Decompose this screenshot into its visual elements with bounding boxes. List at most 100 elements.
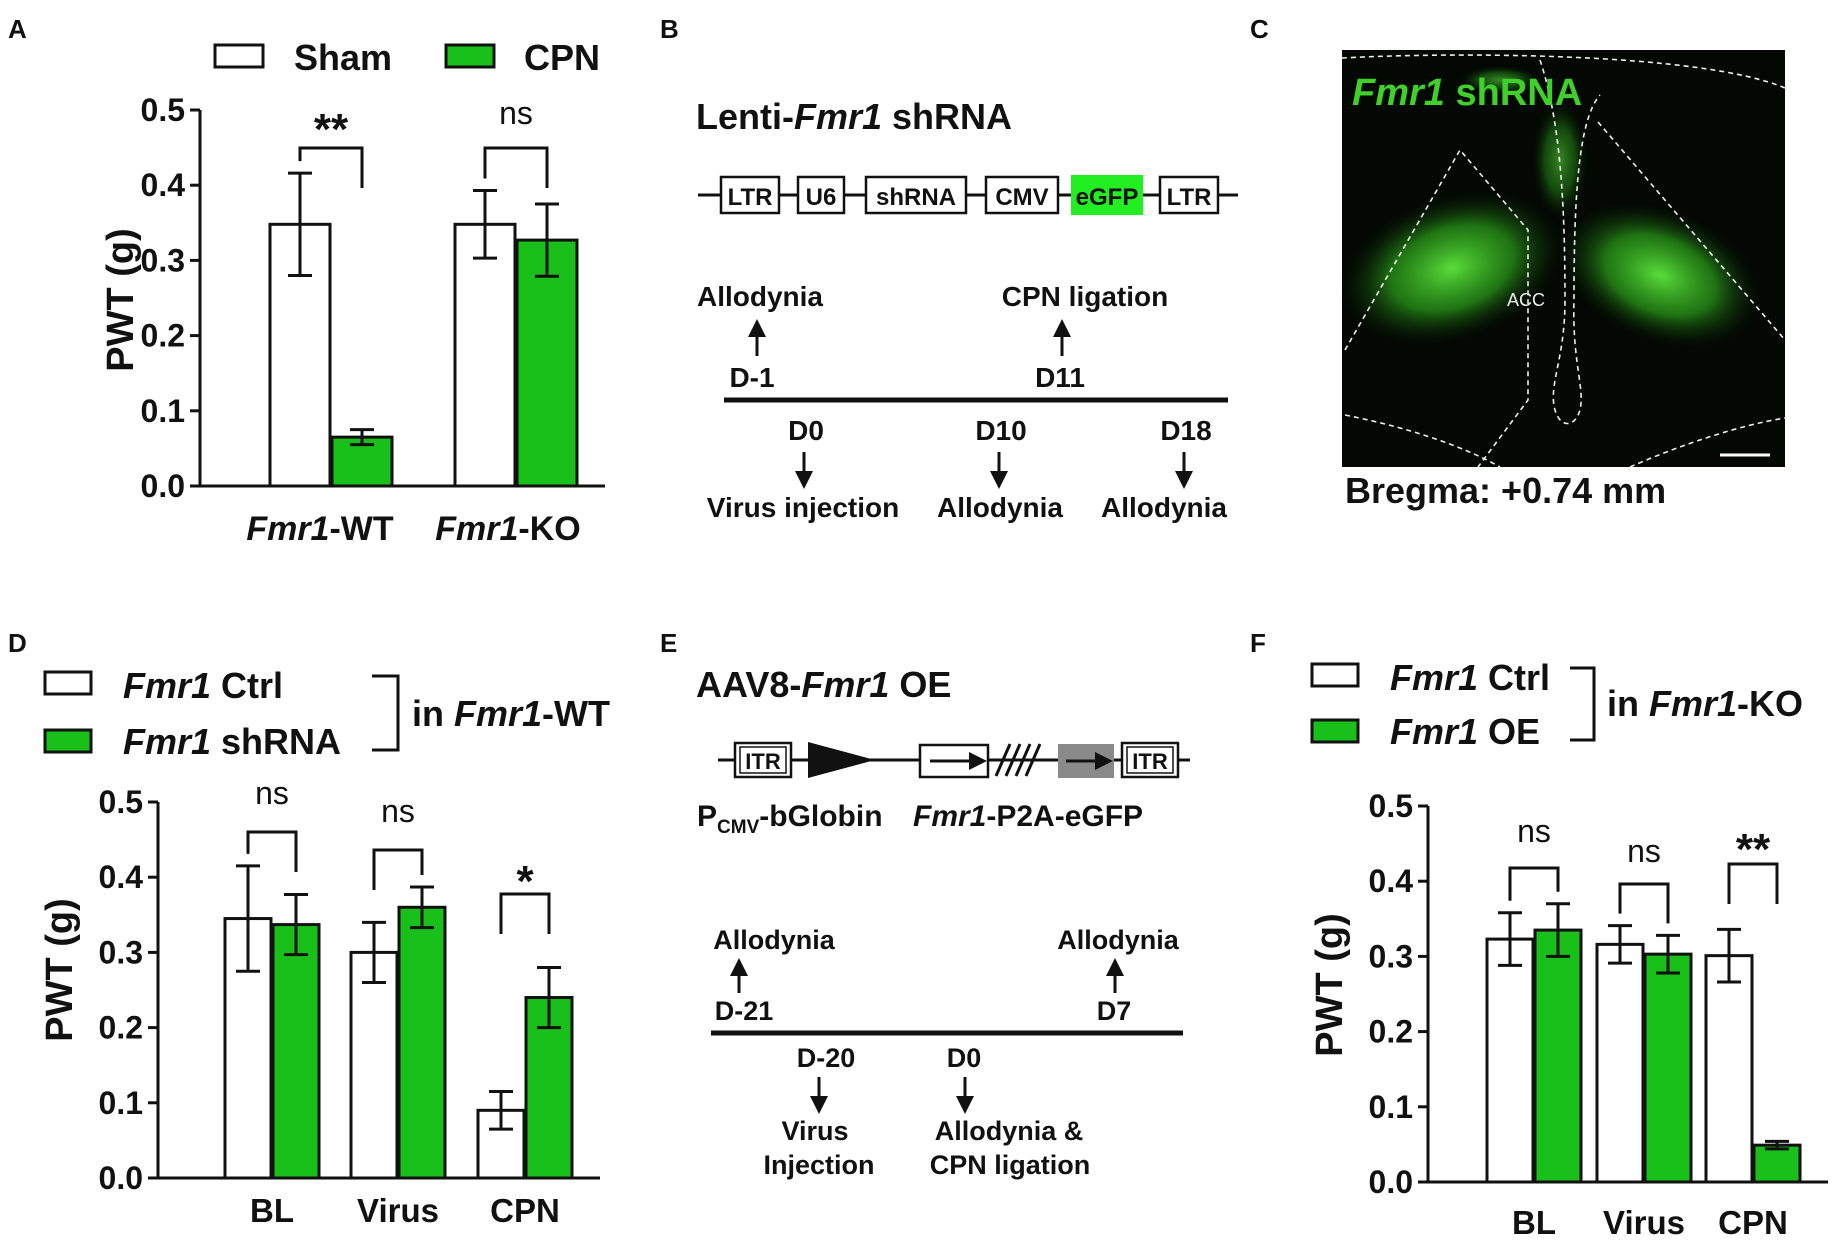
gene-label: Fmr1-P2A-eGFP xyxy=(913,800,1143,833)
y-tick-label: 0.0 xyxy=(1369,1164,1413,1200)
y-tick-label: 0.1 xyxy=(1369,1089,1413,1125)
timeline-day-d10: D10 xyxy=(975,415,1026,446)
significance-label: ** xyxy=(1736,825,1771,874)
bar-treatment xyxy=(1533,928,1583,1184)
construct-label-egfp: eGFP xyxy=(1076,184,1139,211)
legend-swatch-shrna xyxy=(43,728,93,754)
y-tick-label: 0.2 xyxy=(99,1010,143,1046)
y-tick-label: 0.3 xyxy=(141,242,185,278)
timeline-day-d0: D0 xyxy=(788,415,824,446)
legend-bracket xyxy=(1570,666,1596,742)
panel-b-title: Lenti-Fmr1 shRNA xyxy=(696,96,1012,137)
construct-itr-right xyxy=(1120,741,1180,779)
significance-label: ns xyxy=(1627,833,1661,869)
legend-swatch-sham xyxy=(213,43,265,69)
construct-ltr-right xyxy=(1158,175,1220,215)
bar-control xyxy=(453,222,517,488)
construct-label-ltr-right: LTR xyxy=(1167,184,1212,211)
panel-letter-b: B xyxy=(660,14,679,44)
timeline-event-cpn-ligation: CPN ligation xyxy=(1002,281,1168,312)
bar-treatment xyxy=(271,923,321,1180)
significance-bracket xyxy=(246,830,298,872)
micrograph-caption: Bregma: +0.74 mm xyxy=(1345,470,1666,511)
panel-b-schematic: Lenti-Fmr1 shRNA LTR U6 shRNA CMV eGFP L… xyxy=(696,96,1238,523)
significance-label: ns xyxy=(499,95,533,131)
timeline-day-d-1: D-1 xyxy=(729,362,774,393)
timeline-day-d-20: D-20 xyxy=(797,1043,856,1073)
construct-label-itr-left: ITR xyxy=(745,749,781,774)
y-axis-label: PWT (g) xyxy=(1309,913,1351,1057)
bar-treatment xyxy=(397,905,447,1180)
category-label: Virus xyxy=(1603,1204,1685,1241)
timeline-event-allodynia-d10: Allodynia xyxy=(937,492,1063,523)
promoter-label: PCMV-bGlobin xyxy=(697,800,883,838)
timeline-event-allodynia-d7: Allodynia xyxy=(1057,925,1179,955)
legend-swatch-ctrl xyxy=(43,670,93,696)
significance-label: ns xyxy=(255,775,289,811)
chart-a: Sham CPN PWT (g) Fmr1-WT Fmr1-KO 0.0 0.1 0… xyxy=(100,37,605,548)
construct-shrna xyxy=(864,175,968,215)
timeline-event-virus: Virus xyxy=(781,1116,848,1146)
construct-label-itr-right: ITR xyxy=(1132,749,1168,774)
timeline-event-allodynia-d-1: Allodynia xyxy=(697,281,823,312)
significance-bracket xyxy=(1508,866,1560,901)
y-tick-label: 0.1 xyxy=(99,1085,143,1121)
micrograph-channel-label: Fmr1 shRNA xyxy=(1352,72,1582,114)
legend-swatch-cpn xyxy=(444,43,496,69)
region-outline-acc-right xyxy=(1597,121,1786,341)
legend-bracket-label: in Fmr1-KO xyxy=(1607,683,1803,724)
construct-itr-left-inner xyxy=(739,746,787,774)
chart-f: Fmr1 Ctrl Fmr1 OE in Fmr1-KO PWT (g) 0.0… xyxy=(1309,657,1828,1241)
timeline-event-cpn-ligation: CPN ligation xyxy=(930,1150,1091,1180)
construct-u6 xyxy=(796,175,846,215)
significance-label: ns xyxy=(1517,813,1551,849)
panel-letter-a: A xyxy=(8,14,27,44)
y-tick-label: 0.5 xyxy=(99,784,143,820)
category-label: BL xyxy=(1512,1204,1556,1241)
y-tick-label: 0.2 xyxy=(1369,1014,1413,1050)
construct-cmv xyxy=(984,175,1060,215)
micrograph-region-label: ACC xyxy=(1507,290,1545,310)
construct-ltr-left xyxy=(719,175,781,215)
panel-letter-c: C xyxy=(1250,14,1269,44)
construct-label-u6: U6 xyxy=(806,184,837,211)
y-tick-label: 0.1 xyxy=(141,393,185,429)
y-tick-label: 0.3 xyxy=(99,934,143,970)
y-tick-label: 0.4 xyxy=(1369,863,1414,899)
construct-label-cmv: CMV xyxy=(995,184,1048,211)
timeline-event-injection: Injection xyxy=(763,1150,874,1180)
y-tick-label: 0.4 xyxy=(99,859,144,895)
bar-treatment xyxy=(1643,952,1693,1184)
bar-control xyxy=(349,950,399,1180)
legend-label-ctrl: Fmr1 Ctrl xyxy=(1390,657,1550,698)
panel-letter-f: F xyxy=(1250,628,1266,658)
significance-bracket xyxy=(499,892,551,934)
construct-egfp xyxy=(1071,175,1143,215)
region-outline xyxy=(1341,54,1786,89)
category-label: BL xyxy=(250,1192,294,1229)
legend-label-oe: Fmr1 OE xyxy=(1390,711,1540,752)
panel-letter-d: D xyxy=(8,628,27,658)
significance-bracket xyxy=(483,146,549,188)
bar-control xyxy=(1485,937,1535,1184)
significance-bracket xyxy=(1618,882,1670,924)
fluorescence-top xyxy=(1460,66,1540,94)
bar-control xyxy=(1704,954,1754,1184)
legend-swatch-oe xyxy=(1310,718,1360,744)
timeline-day-d18: D18 xyxy=(1160,415,1211,446)
category-label: CPN xyxy=(490,1192,560,1229)
legend-swatch-ctrl xyxy=(1310,662,1360,688)
significance-bracket xyxy=(298,146,364,188)
timeline-day-d7: D7 xyxy=(1097,996,1132,1026)
significance-label: * xyxy=(516,857,534,906)
significance-bracket xyxy=(372,848,424,890)
legend-label-cpn: CPN xyxy=(524,37,600,78)
legend-label-shrna: Fmr1 shRNA xyxy=(123,721,341,762)
legend-label-sham: Sham xyxy=(294,37,392,78)
construct-label-ltr-left: LTR xyxy=(728,184,773,211)
significance-label: ns xyxy=(381,793,415,829)
legend-label-ctrl: Fmr1 Ctrl xyxy=(123,665,283,706)
significance-label: ** xyxy=(314,105,349,154)
timeline-day-d11: D11 xyxy=(1035,362,1085,393)
category-label: CPN xyxy=(1718,1204,1788,1241)
